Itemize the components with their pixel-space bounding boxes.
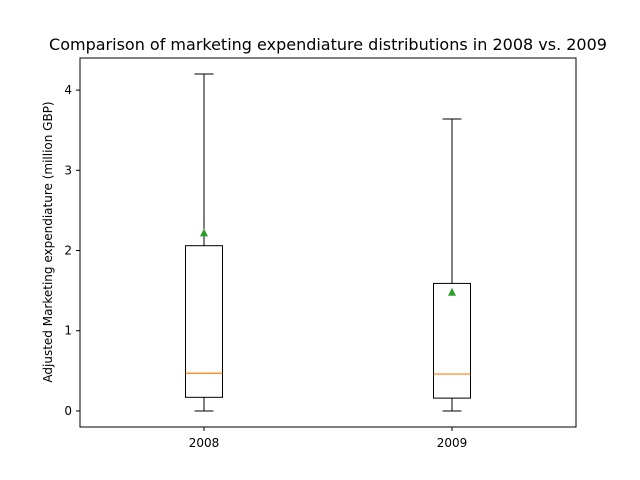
x-tick-label: 2009 bbox=[437, 436, 468, 450]
mean-marker bbox=[448, 287, 456, 296]
axis-ticks: 0 1 2 3 4 2008 2009 bbox=[64, 83, 467, 450]
box-plot-marks bbox=[185, 73, 471, 412]
y-tick-label: 4 bbox=[64, 83, 72, 97]
mean-marker bbox=[200, 228, 208, 237]
y-tick-label: 0 bbox=[64, 404, 72, 418]
y-tick-label: 1 bbox=[64, 324, 72, 338]
y-axis-label: Adjusted Marketing expendiature (million… bbox=[41, 101, 55, 382]
box-group bbox=[185, 73, 223, 412]
chart-title: Comparison of marketing expendiature dis… bbox=[49, 35, 607, 54]
y-tick-label: 3 bbox=[64, 163, 72, 177]
x-tick-label: 2008 bbox=[189, 436, 220, 450]
iqr-box bbox=[185, 245, 223, 398]
plot-area-frame bbox=[79, 57, 577, 428]
box-group bbox=[433, 118, 471, 412]
iqr-box bbox=[433, 282, 471, 399]
y-tick-label: 2 bbox=[64, 244, 72, 258]
